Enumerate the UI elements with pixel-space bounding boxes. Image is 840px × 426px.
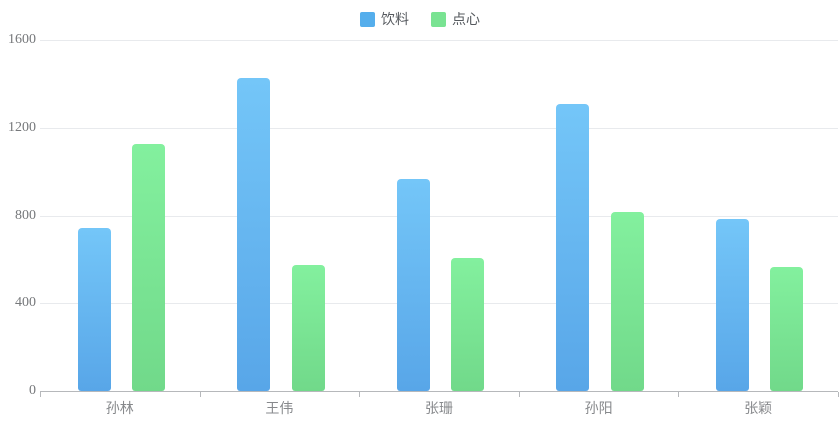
legend-label-snack: 点心: [452, 11, 480, 27]
y-axis-tick-label: 800: [15, 207, 36, 223]
bar-series0-cat0[interactable]: [77, 227, 111, 391]
legend-swatch-beverage-icon: [360, 11, 375, 27]
bar-series1-cat2[interactable]: [451, 257, 485, 391]
bar-series1-cat0[interactable]: [132, 143, 165, 391]
y-axis-tick-label: 400: [15, 295, 36, 311]
x-axis-category-label: 孙林: [105, 400, 134, 416]
chart-legend: 饮料 点心: [0, 9, 840, 29]
legend-item-beverage[interactable]: 饮料: [360, 9, 409, 29]
bar-series1-cat4[interactable]: [770, 267, 804, 391]
bar-series1-cat1[interactable]: [291, 265, 325, 391]
x-axis-tick: [838, 392, 839, 397]
x-axis-tick: [678, 392, 680, 397]
gridline-1600: [40, 40, 838, 41]
legend-item-snack[interactable]: 点心: [431, 9, 480, 29]
x-axis-tick: [40, 392, 41, 397]
x-axis-category-label: 张珊: [424, 400, 453, 416]
x-axis-line: [40, 391, 838, 392]
x-axis-tick: [518, 392, 520, 397]
x-axis-category-label: 张颖: [744, 400, 773, 416]
bar-series0-cat3[interactable]: [556, 104, 590, 391]
bar-series0-cat1[interactable]: [237, 78, 271, 391]
x-axis-tick: [359, 392, 361, 397]
y-axis-tick-label: 1200: [8, 119, 36, 135]
y-axis-tick-label: 1600: [8, 32, 36, 47]
x-axis-category-label: 王伟: [265, 400, 294, 416]
bar-series1-cat3[interactable]: [610, 211, 644, 391]
legend-label-beverage: 饮料: [381, 11, 409, 27]
bar-series0-cat4[interactable]: [715, 219, 749, 391]
y-axis-tick-label: 0: [29, 383, 36, 398]
gridline-400: [40, 303, 838, 305]
gridline-800: [40, 215, 838, 217]
x-axis-tick: [199, 392, 201, 397]
legend-swatch-snack-icon: [431, 11, 446, 27]
gridline-1200: [40, 127, 838, 129]
bar-series0-cat2[interactable]: [396, 179, 430, 391]
x-axis-category-label: 孙阳: [584, 400, 613, 416]
